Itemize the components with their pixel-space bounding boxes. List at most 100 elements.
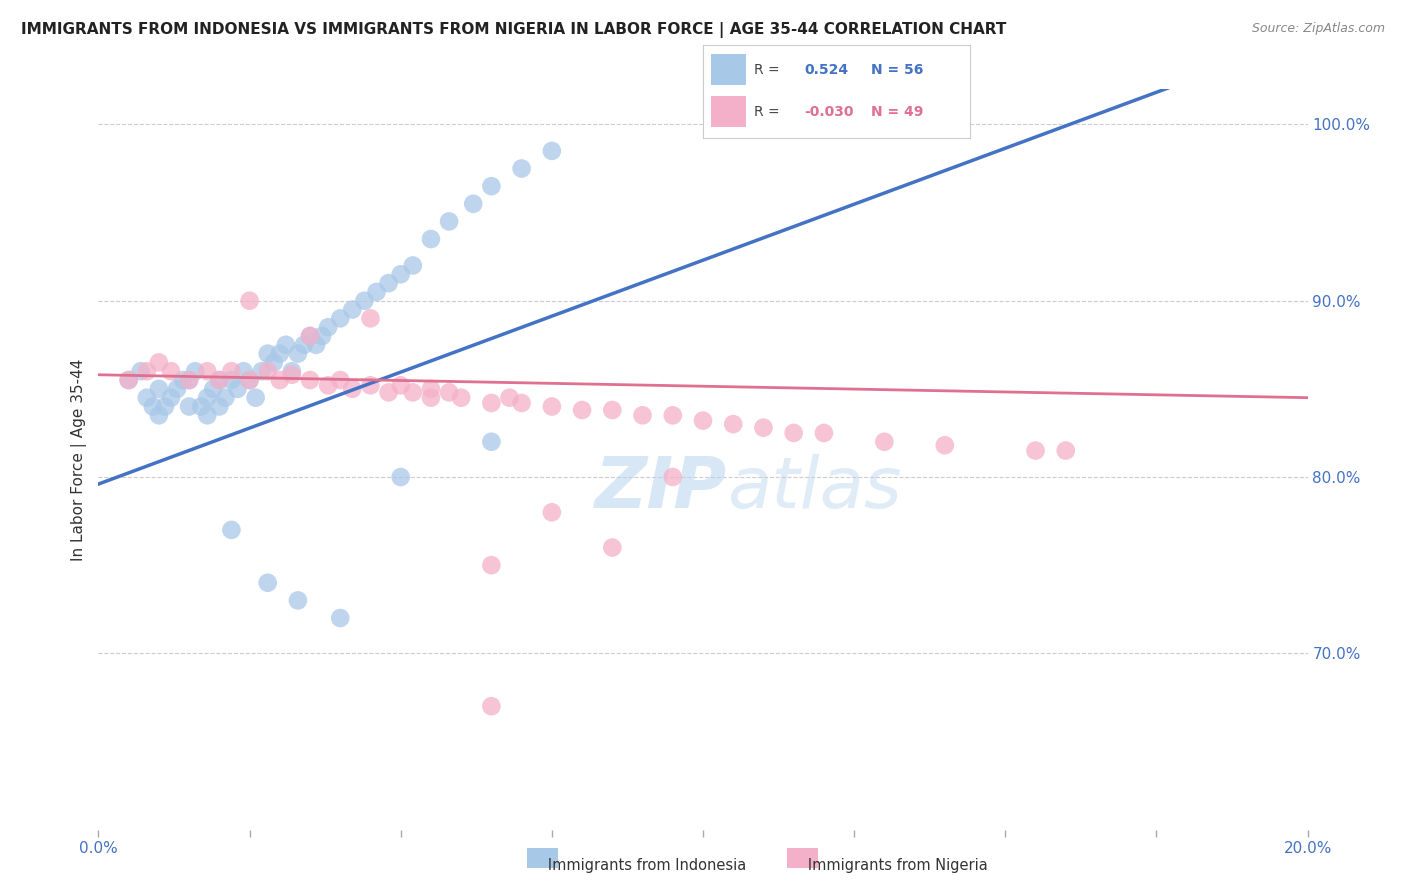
Point [723,417,745,431]
Point [232,364,254,378]
Point [602,541,624,555]
Text: atlas: atlas [727,455,901,524]
Text: R =: R = [754,105,779,119]
Point [353,293,375,308]
Point [389,470,412,484]
Point [208,373,231,387]
Point [118,373,141,387]
Point [179,373,201,387]
Point [221,373,243,387]
Point [208,373,231,387]
Y-axis label: In Labor Force | Age 35-44: In Labor Force | Age 35-44 [72,359,87,560]
Point [250,364,273,378]
Point [402,259,425,273]
Point [148,409,170,423]
Point [239,293,262,308]
Point [873,434,896,449]
Point [813,425,835,440]
Point [481,699,503,714]
Point [437,214,460,228]
Point [135,391,157,405]
Point [118,373,141,387]
Point [281,364,304,378]
Point [316,378,339,392]
Point [692,414,714,428]
Text: N = 56: N = 56 [872,63,924,77]
Point [166,382,188,396]
Point [377,276,399,290]
Point [256,346,278,360]
Text: Immigrants from Indonesia: Immigrants from Indonesia [534,858,747,872]
Point [360,311,382,326]
Point [510,161,533,176]
Point [481,179,503,194]
Point [299,329,322,343]
Point [153,400,176,414]
Point [402,385,425,400]
Point [195,409,218,423]
Point [498,391,520,405]
Point [202,382,225,396]
Point [148,355,170,369]
Bar [711,96,745,127]
Point [934,438,956,452]
Point [1024,443,1046,458]
Point [389,378,412,392]
Point [377,385,399,400]
Point [263,355,285,369]
Point [389,267,412,281]
Text: IMMIGRANTS FROM INDONESIA VS IMMIGRANTS FROM NIGERIA IN LABOR FORCE | AGE 35-44 : IMMIGRANTS FROM INDONESIA VS IMMIGRANTS … [21,22,1007,38]
Point [420,232,443,246]
Point [481,434,503,449]
Point [160,364,183,378]
Point [329,373,352,387]
Point [571,403,593,417]
Point [752,420,775,434]
Point [226,382,249,396]
Text: 0.524: 0.524 [804,63,849,77]
Point [481,558,503,573]
Point [142,400,165,414]
Text: -0.030: -0.030 [804,105,853,119]
Point [221,523,243,537]
Point [148,382,170,396]
Point [540,144,562,158]
Point [366,285,388,299]
Point [602,403,624,417]
Point [420,391,443,405]
Point [274,338,297,352]
Point [208,400,231,414]
Point [256,575,278,590]
Point [269,346,291,360]
Point [195,391,218,405]
Point [292,338,315,352]
Text: N = 49: N = 49 [872,105,924,119]
Point [239,373,262,387]
Point [190,400,212,414]
Text: Immigrants from Nigeria: Immigrants from Nigeria [794,858,988,872]
Point [179,400,201,414]
Point [316,320,339,334]
Point [184,364,207,378]
Point [360,378,382,392]
Point [269,373,291,387]
Text: R =: R = [754,63,779,77]
Point [661,470,683,484]
Point [420,382,443,396]
Point [287,593,309,607]
Point [245,391,267,405]
Point [329,611,352,625]
Point [214,391,236,405]
Point [287,346,309,360]
Point [481,396,503,410]
Point [195,364,218,378]
Point [329,311,352,326]
Bar [711,54,745,85]
Point [281,368,304,382]
Point [783,425,806,440]
Point [1054,443,1077,458]
Point [437,385,460,400]
Point [450,391,472,405]
Point [256,364,278,378]
Point [510,396,533,410]
